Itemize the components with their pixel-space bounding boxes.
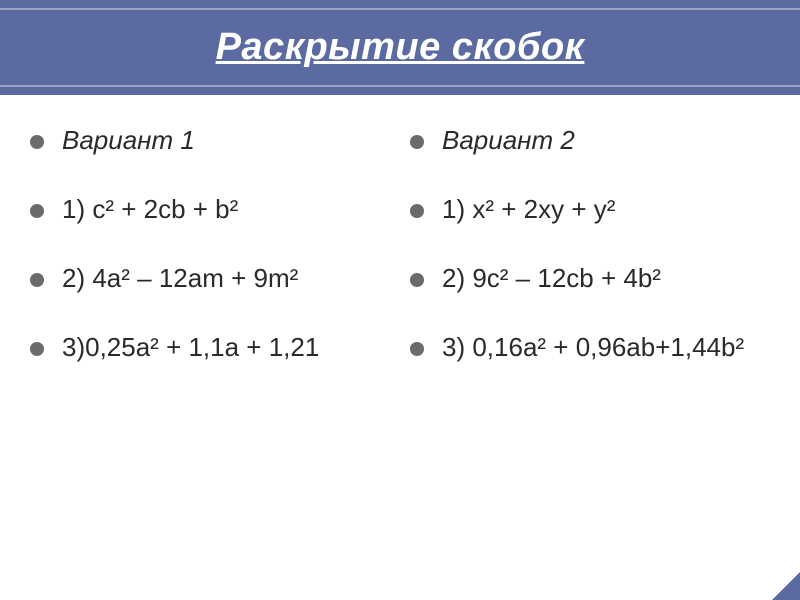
variant-header-left: Вариант 1 (62, 125, 195, 156)
column-right: Вариант 2 1) x² + 2xy + y² 2) 9c² – 12cb… (400, 125, 770, 402)
list-item: 1) c² + 2cb + b² (30, 194, 390, 225)
content-area: Вариант 1 1) c² + 2cb + b² 2) 4a² – 12am… (0, 95, 800, 402)
expression: 3) 0,16a² + 0,96ab+1,44b² (442, 332, 744, 363)
bullet-icon (410, 273, 424, 287)
list-item: 3) 0,16a² + 0,96ab+1,44b² (410, 332, 770, 363)
header-bar: Раскрытие скобок (0, 0, 800, 95)
bullet-icon (410, 342, 424, 356)
column-left: Вариант 1 1) c² + 2cb + b² 2) 4a² – 12am… (30, 125, 400, 402)
expression: 2) 4a² – 12am + 9m² (62, 263, 298, 294)
expression: 1) c² + 2cb + b² (62, 194, 238, 225)
corner-triangle-icon (772, 572, 800, 600)
expression: 3)0,25a² + 1,1a + 1,21 (62, 332, 319, 363)
list-item: 2) 9c² – 12cb + 4b² (410, 263, 770, 294)
list-item: 3)0,25a² + 1,1a + 1,21 (30, 332, 390, 363)
bullet-icon (410, 135, 424, 149)
bullet-icon (30, 204, 44, 218)
bullet-icon (30, 273, 44, 287)
list-item: 2) 4a² – 12am + 9m² (30, 263, 390, 294)
bullet-icon (30, 135, 44, 149)
variant-header-right: Вариант 2 (442, 125, 575, 156)
bullet-icon (30, 342, 44, 356)
expression: 1) x² + 2xy + y² (442, 194, 615, 225)
list-item: Вариант 1 (30, 125, 390, 156)
page-title: Раскрытие скобок (216, 26, 585, 69)
list-item: 1) x² + 2xy + y² (410, 194, 770, 225)
expression: 2) 9c² – 12cb + 4b² (442, 263, 661, 294)
bullet-icon (410, 204, 424, 218)
list-item: Вариант 2 (410, 125, 770, 156)
